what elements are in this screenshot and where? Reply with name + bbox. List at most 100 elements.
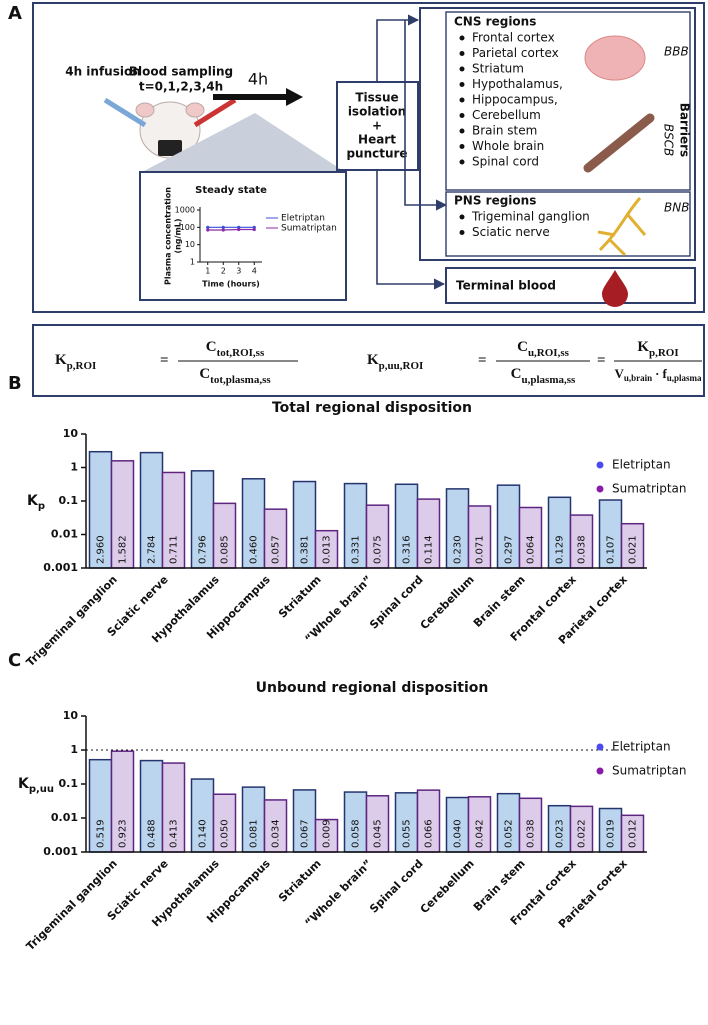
duration-label: 4h (248, 70, 268, 89)
x-tick-label: Striatum (276, 573, 324, 621)
x-tick-label: 3 (236, 267, 241, 276)
legend-label: Eletriptan (281, 214, 325, 224)
value-label: 0.064 (526, 535, 537, 564)
x-tick-label: 4 (252, 267, 257, 276)
bullet (459, 82, 465, 87)
symbol: K (27, 493, 39, 509)
value-label: 0.021 (628, 535, 639, 564)
legend-marker (596, 485, 604, 493)
legend-marker (596, 767, 604, 775)
subscript: p (38, 501, 45, 512)
value-label: 0.040 (453, 819, 464, 848)
y-axis-label: (ng/mL) (174, 218, 183, 253)
region-item: Trigeminal ganglion (471, 210, 590, 224)
subscript: u,ROI,ss (528, 347, 570, 359)
formula-lhs: Kp,uu,ROI (367, 352, 423, 371)
bullet (459, 230, 465, 235)
region-item: Whole brain (472, 139, 544, 153)
symbol: K (637, 339, 649, 355)
series-line (207, 228, 255, 231)
legend-label: Sumatriptan (612, 764, 687, 778)
value-label: 0.052 (504, 819, 515, 848)
y-tick-label: 10 (185, 240, 195, 249)
value-label: 0.009 (322, 819, 333, 848)
subscript: u,plasma,ss (522, 374, 577, 386)
subscript: tot,plasma,ss (210, 374, 271, 386)
legend-label: Sumatriptan (612, 482, 687, 496)
symbol: C (517, 339, 528, 355)
bullet (459, 159, 465, 165)
value-label: 0.140 (198, 819, 209, 848)
bullet (459, 144, 465, 149)
connector (376, 14, 420, 82)
chart-title: Unbound regional disposition (256, 680, 489, 696)
y-tick-label: 0.001 (43, 561, 78, 574)
value-label: 0.066 (424, 819, 435, 848)
region-item: Parietal cortex (472, 46, 559, 60)
x-tick-label: 2 (221, 267, 226, 276)
value-label: 0.381 (300, 535, 311, 564)
y-axis-label: Kp,uu (18, 776, 54, 795)
value-label: 0.075 (373, 535, 384, 564)
legend-label: Sumatriptan (281, 224, 337, 234)
zoom-wedge (142, 113, 345, 172)
y-axis-label: Plasma concentration (164, 187, 173, 285)
value-label: 0.012 (628, 819, 639, 848)
cns-box (445, 11, 691, 191)
barrier-label: BNB (664, 201, 689, 215)
value-label: 0.114 (424, 535, 435, 564)
subscript: u,plasma (667, 373, 702, 383)
value-label: 0.057 (271, 535, 282, 564)
numerator: Kp,ROI (637, 339, 678, 358)
marker (221, 225, 225, 229)
x-tick-label: Brain stem (471, 857, 528, 914)
symbol: K (55, 352, 67, 368)
subscript: p,ROI (649, 347, 679, 359)
value-label: 0.129 (555, 535, 566, 564)
value-label: 0.085 (220, 535, 231, 564)
equals: = (160, 352, 169, 368)
symbol: f (662, 366, 667, 381)
value-label: 0.013 (322, 535, 333, 564)
region-item: Striatum (472, 62, 524, 76)
equals: = (597, 352, 606, 368)
value-label: 0.045 (373, 819, 384, 848)
symbol: C (199, 366, 210, 382)
bullet (459, 128, 465, 134)
region-item: Frontal cortex (472, 31, 555, 45)
value-label: 0.071 (475, 535, 486, 564)
operator: · (655, 366, 659, 381)
region-item: Hippocampus, (472, 93, 558, 107)
value-label: 0.711 (169, 535, 180, 564)
x-axis-label: Time (hours) (202, 280, 260, 289)
bullet (459, 214, 465, 220)
panel-a-frame (32, 2, 705, 313)
region-item: Cerebellum (472, 108, 541, 122)
value-label: 0.316 (402, 535, 413, 564)
denominator: Cu,plasma,ss (511, 366, 576, 385)
pns-box (445, 191, 691, 257)
value-label: 0.519 (96, 819, 107, 848)
value-label: 2.960 (96, 535, 107, 564)
value-label: 0.050 (220, 819, 231, 848)
y-tick-label: 0.1 (59, 494, 79, 507)
numerator: Cu,ROI,ss (517, 339, 570, 358)
cns-title: CNS regions (454, 15, 536, 29)
pns-title: PNS regions (454, 194, 536, 208)
value-label: 0.023 (555, 819, 566, 848)
connector (404, 20, 448, 211)
subscript: p,ROI (67, 360, 97, 372)
value-label: 0.796 (198, 535, 209, 564)
sampling-times: t=0,1,2,3,4h (139, 80, 223, 94)
subscript: tot,ROI,ss (217, 347, 265, 359)
bullet (459, 113, 465, 118)
panel-label: C (8, 650, 21, 671)
symbol: K (18, 776, 30, 792)
subscript: p,uu (29, 784, 54, 795)
value-label: 0.042 (475, 819, 486, 848)
value-label: 0.331 (351, 535, 362, 564)
arrow-head (286, 88, 303, 106)
value-label: 0.230 (453, 535, 464, 564)
x-tick-label: Trigeminal ganglion (24, 573, 120, 669)
